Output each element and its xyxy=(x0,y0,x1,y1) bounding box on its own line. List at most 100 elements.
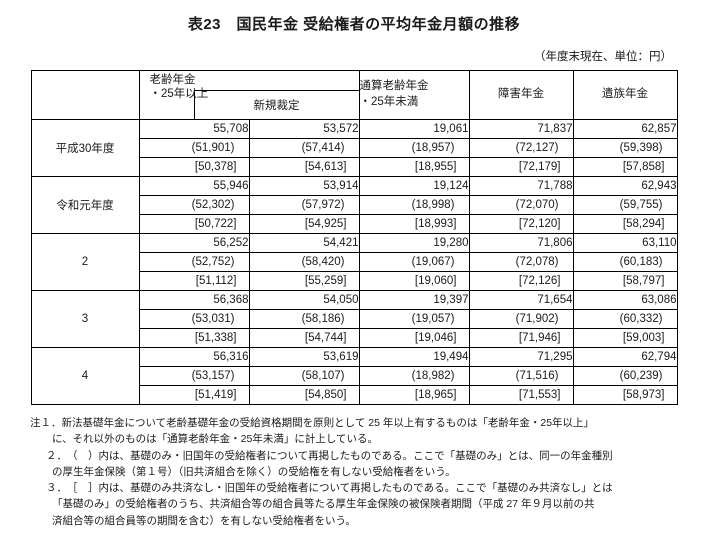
note-text: （ ）内は、基礎のみ・旧国年の受給権者について再掲したものである。ここで「基礎の… xyxy=(67,449,613,462)
table-row: (51,901) (57,414) (18,957) (72,127) (59,… xyxy=(31,138,678,158)
cell-value: 56,368 xyxy=(138,290,250,310)
cell-value: (52,752) xyxy=(138,252,250,272)
cell-value: 56,316 xyxy=(138,347,250,367)
cell-value: (71,516) xyxy=(468,366,574,386)
header-old-age-line1: 老齢年金 xyxy=(149,74,196,86)
row-year-label: 平成30年度 xyxy=(30,119,140,177)
cell-value: 19,124 xyxy=(358,176,470,196)
cell-value: [72,120] xyxy=(468,214,574,234)
cell-value: 53,914 xyxy=(248,176,360,196)
cell-value: (59,755) xyxy=(572,195,678,215)
note-number: ３． xyxy=(46,482,67,495)
cell-value: [54,613] xyxy=(248,157,360,177)
cell-value: [18,965] xyxy=(358,385,470,405)
cell-value: 71,806 xyxy=(468,233,574,253)
header-new-award: 新規裁定 xyxy=(193,89,359,119)
cell-value: [50,722] xyxy=(138,214,250,234)
table-row: 3 56,368 54,050 19,397 71,654 63,086 xyxy=(30,290,678,348)
cell-value: 71,837 xyxy=(468,119,574,139)
cell-value: 63,110 xyxy=(572,233,678,253)
row-year-label: 令和元年度 xyxy=(30,176,140,234)
cell-value: [72,179] xyxy=(468,157,574,177)
row-year-label: 3 xyxy=(30,290,140,348)
cell-value: (60,239) xyxy=(572,366,678,386)
header-aggregated-line1: 通算老齢年金 xyxy=(359,80,429,93)
cell-value: [54,925] xyxy=(248,214,360,234)
table-body: 平成30年度 55,708 53,572 19,061 71,837 62,85… xyxy=(30,119,678,405)
cell-value: (19,067) xyxy=(358,252,470,272)
table-row: (53,157) (58,107) (18,982) (71,516) (60,… xyxy=(31,366,678,386)
note-text: ［ ］内は、基礎のみ共済なし・旧国年の受給権者について再掲したものである。ここで… xyxy=(67,482,613,495)
cell-value: 53,619 xyxy=(248,347,360,367)
cell-value: [58,797] xyxy=(572,271,678,291)
cell-value: (58,186) xyxy=(248,309,360,329)
cell-value: (72,070) xyxy=(468,195,574,215)
header-old-age-line2: ・25年以上 xyxy=(149,88,209,100)
cell-value: 54,050 xyxy=(248,290,360,310)
header-aggregated-old-age: 通算老齢年金 ・25年未満 xyxy=(358,70,470,120)
cell-value: 19,397 xyxy=(358,290,470,310)
cell-value: (53,031) xyxy=(138,309,250,329)
cell-value: 62,943 xyxy=(572,176,678,196)
header-aggregated-line2: ・25年未満 xyxy=(359,96,419,108)
cell-value: 54,421 xyxy=(248,233,360,253)
table-header: 老齢年金 ・25年以上 新規裁定 通算老齢年金 ・25年未満 障害年金 遺族年金 xyxy=(30,70,678,120)
cell-value: 71,654 xyxy=(468,290,574,310)
cell-value: (51,901) xyxy=(138,138,250,158)
document-page: 表23 国民年金 受給権者の平均年金月額の推移 （年度末現在、単位：円） 老齢年… xyxy=(0,13,708,559)
cell-value: [55,259] xyxy=(248,271,360,291)
note-number: ２． xyxy=(46,449,67,462)
table-row: 平成30年度 55,708 53,572 19,061 71,837 62,85… xyxy=(30,119,678,177)
table-row: 令和元年度 55,946 53,914 19,124 71,788 62,943 xyxy=(30,176,678,234)
table-row: [51,338] [54,744] [19,046] [71,946] [59,… xyxy=(31,328,678,348)
note-continuation: に、それ以外のものは「通算老齢年金・25年未満」に計上している。 xyxy=(52,433,379,446)
cell-value: [54,850] xyxy=(248,385,360,405)
table-notes: 注１． 新法基礎年金について老齢基礎年金の受給資格期間を原則として 25 年以上… xyxy=(0,415,708,529)
cell-value: 71,295 xyxy=(468,347,574,367)
cell-value: [59,003] xyxy=(572,328,678,348)
cell-value: 63,086 xyxy=(572,290,678,310)
note-item: 注１． 新法基礎年金について老齢基礎年金の受給資格期間を原則として 25 年以上… xyxy=(30,415,672,431)
cell-value: [18,993] xyxy=(358,214,470,234)
cell-value: (18,982) xyxy=(358,366,470,386)
note-text: 新法基礎年金について老齢基礎年金の受給資格期間を原則として 25 年以上有するも… xyxy=(61,417,595,429)
cell-value: [19,060] xyxy=(358,271,470,291)
cell-value: [19,046] xyxy=(358,328,470,348)
table-row: [51,419] [54,850] [18,965] [71,553] [58,… xyxy=(31,385,678,405)
cell-value: (60,332) xyxy=(572,309,678,329)
cell-value: 19,280 xyxy=(358,233,470,253)
cell-value: 62,857 xyxy=(572,119,678,139)
cell-value: 62,794 xyxy=(572,347,678,367)
cell-value: (57,972) xyxy=(248,195,360,215)
pension-table: 老齢年金 ・25年以上 新規裁定 通算老齢年金 ・25年未満 障害年金 遺族年金… xyxy=(30,70,678,405)
cell-value: [58,973] xyxy=(572,385,678,405)
cell-value: [71,553] xyxy=(468,385,574,405)
header-year-col xyxy=(30,70,140,120)
cell-value: (72,078) xyxy=(468,252,574,272)
header-disability-pension: 障害年金 xyxy=(468,70,574,120)
cell-value: 71,788 xyxy=(468,176,574,196)
page-title: 表23 国民年金 受給権者の平均年金月額の推移 xyxy=(187,16,521,33)
table-row: 2 56,252 54,421 19,280 71,806 63,110 xyxy=(30,233,678,291)
cell-value: (71,902) xyxy=(468,309,574,329)
cell-value: (53,157) xyxy=(138,366,250,386)
table-row: 4 56,316 53,619 19,494 71,295 62,794 xyxy=(30,347,678,405)
cell-value: 55,708 xyxy=(138,119,250,139)
table-row: (52,752) (58,420) (19,067) (72,078) (60,… xyxy=(31,252,678,272)
cell-value: [51,419] xyxy=(138,385,250,405)
row-year-label: 4 xyxy=(30,347,140,405)
note-continuation: の厚生年金保険（第１号）（旧共済組合を除く）の受給権を有しない受給権者をいう。 xyxy=(52,465,456,478)
cell-value: 55,946 xyxy=(138,176,250,196)
note-item: ２． （ ）内は、基礎のみ・旧国年の受給権者について再掲したものである。ここで「… xyxy=(30,448,672,464)
header-old-age-pension: 老齢年金 ・25年以上 新規裁定 xyxy=(138,70,360,120)
cell-value: (18,957) xyxy=(358,138,470,158)
note-continuation: 「基礎のみ」の受給権者のうち、共済組合等の組合員等たる厚生年金保険の被保険者期間… xyxy=(52,498,595,511)
cell-value: [18,955] xyxy=(358,157,470,177)
cell-value: (19,057) xyxy=(358,309,470,329)
table-row: (53,031) (58,186) (19,057) (71,902) (60,… xyxy=(31,309,678,329)
cell-value: (58,107) xyxy=(248,366,360,386)
note-continuation: 済組合等の組合員等の期間を含む）を有しない受給権者をいう。 xyxy=(52,514,356,527)
cell-value: [58,294] xyxy=(572,214,678,234)
cell-value: [57,858] xyxy=(572,157,678,177)
note-number: 注１． xyxy=(30,417,62,429)
